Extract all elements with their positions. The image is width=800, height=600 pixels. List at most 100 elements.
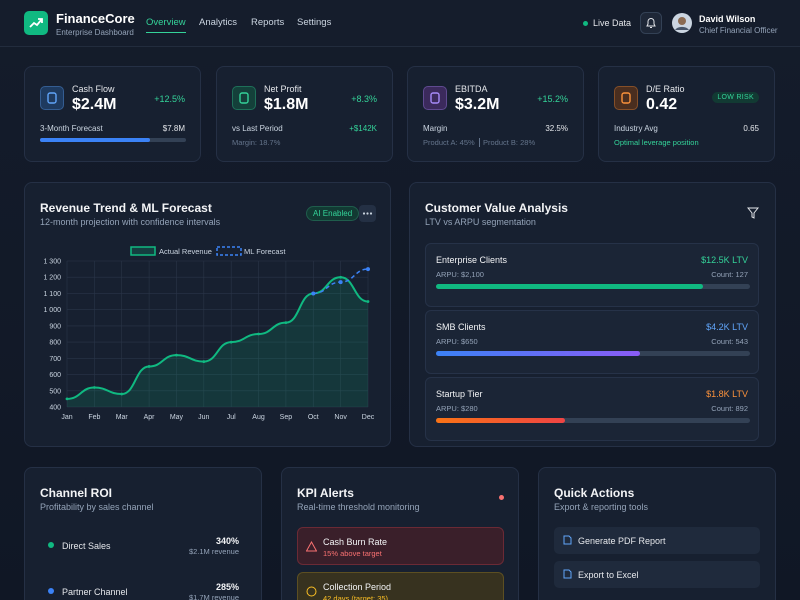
segment-name: Startup Tier <box>436 389 483 399</box>
channel-card: Channel ROI Profitability by sales chann… <box>24 467 262 600</box>
y-tick-label: 1 300 <box>43 259 61 266</box>
point <box>338 280 343 285</box>
x-tick-label: Jun <box>198 414 209 421</box>
alert-icon <box>306 586 317 597</box>
customer-card: Customer Value Analysis LTV vs ARPU segm… <box>409 182 776 447</box>
channel-revenue: $2.1M revenue <box>188 547 239 556</box>
customer-title: Customer Value Analysis <box>425 201 568 215</box>
alert-dot <box>499 495 504 500</box>
kpi-card: D/E Ratio 0.42 LOW RISK Industry Avg 0.65 Opt… <box>598 66 775 162</box>
alerts-subtitle: Real-time threshold monitoring <box>297 502 420 512</box>
nav-item[interactable]: Analytics <box>199 17 238 28</box>
live-dot <box>583 21 588 26</box>
kpi-label: Cash Flow <box>72 84 115 94</box>
point <box>257 332 260 336</box>
channel-subtitle: Profitability by sales channel <box>40 502 154 512</box>
filter-button[interactable] <box>747 207 759 219</box>
alert-icon <box>306 541 317 552</box>
action-button[interactable]: Generate PDF Report <box>554 527 760 554</box>
point <box>65 397 69 401</box>
ai-badge: AI Enabled <box>306 206 360 221</box>
x-tick-label: Jan <box>61 414 72 421</box>
segment-ltv: $4.2K LTV <box>706 322 748 332</box>
point <box>120 392 124 396</box>
segment-count: Count: 543 <box>711 337 748 346</box>
alert-detail: 15% above target <box>323 549 382 558</box>
point <box>175 353 178 357</box>
point <box>339 275 343 279</box>
segment-name: Enterprise Clients <box>436 255 508 265</box>
user-role: Chief Financial Officer <box>699 26 778 35</box>
channel-roi: 340% <box>215 536 239 546</box>
channel-title: Channel ROI <box>40 486 113 500</box>
kpi-card: Cash Flow $2.4M +12.5% 3-Month Forecast $7.8… <box>24 66 201 162</box>
channel-revenue: $1.7M revenue <box>188 593 239 600</box>
live-status: Live Data <box>593 18 632 28</box>
actions-title: Quick Actions <box>554 486 635 500</box>
alert: Collection Period 42 days (target: 35) <box>297 572 504 600</box>
segment-fill <box>436 284 703 289</box>
segment-bar <box>436 351 750 356</box>
x-tick-label: Oct <box>308 414 319 421</box>
point <box>284 321 288 325</box>
nav-item[interactable]: Reports <box>251 17 285 28</box>
alerts-title: KPI Alerts <box>297 486 354 500</box>
x-tick-label: Sep <box>280 414 293 421</box>
kpi-label: D/E Ratio <box>646 84 685 94</box>
avatar[interactable] <box>672 13 692 33</box>
y-tick-label: 400 <box>49 405 61 412</box>
kpi-icon <box>40 86 64 110</box>
action-label[interactable]: Export to Excel <box>578 570 639 580</box>
kpi-label: Net Profit <box>264 84 302 94</box>
kpi-change: +12.5% <box>154 94 185 104</box>
action-icon <box>563 569 572 579</box>
segment-arpu: ARPU: $650 <box>436 337 478 346</box>
segment-ltv: $12.5K LTV <box>701 255 748 265</box>
x-tick-label: Apr <box>144 414 156 421</box>
point <box>92 386 96 389</box>
segment-name: SMB Clients <box>436 322 486 332</box>
brand: FinanceCore <box>56 11 135 26</box>
y-tick-label: 1 100 <box>43 291 61 298</box>
action-button[interactable]: Export to Excel <box>554 561 760 588</box>
point <box>202 360 206 363</box>
kpi-detail-value: $7.8M <box>162 124 185 133</box>
segment-fill <box>436 418 565 423</box>
kpi-detail-value: +$142K <box>349 124 377 133</box>
x-tick-label: Aug <box>252 414 265 421</box>
kpi-glyph <box>47 92 57 104</box>
segment: SMB Clients $4.2K LTV ARPU: $650 Count: 543 <box>425 310 759 374</box>
channel-name: Partner Channel <box>62 587 128 597</box>
point <box>311 291 316 296</box>
nav-item[interactable]: Settings <box>297 17 332 28</box>
segment-bar <box>436 284 750 289</box>
chart-title: Revenue Trend & ML Forecast <box>40 201 212 215</box>
kpi-card: EBITDA $3.2M +15.2% Margin 32.5% Product A: 4… <box>407 66 584 162</box>
action-label[interactable]: Generate PDF Report <box>578 536 666 546</box>
kpi-detail-label: 3-Month Forecast <box>40 124 103 133</box>
action-icon <box>563 535 572 545</box>
segment: Startup Tier $1.8K LTV ARPU: $280 Count: 89… <box>425 377 759 441</box>
nav-item[interactable]: Overview <box>146 17 186 33</box>
segment-fill <box>436 351 641 356</box>
actions-subtitle: Export & reporting tools <box>554 502 649 512</box>
kpi-icon <box>614 86 638 110</box>
segment-ltv: $1.8K LTV <box>706 389 748 399</box>
more-button[interactable] <box>359 205 376 222</box>
legend-label: ML Forecast <box>244 247 286 256</box>
x-tick-label: Mar <box>116 414 129 421</box>
x-tick-label: Dec <box>362 414 375 421</box>
note-divider <box>479 138 480 147</box>
progress-bar <box>40 138 186 142</box>
kpi-glyph <box>239 92 249 104</box>
kpi-note: Product B: 28% <box>483 138 536 147</box>
segment-arpu: ARPU: $2,100 <box>436 270 484 279</box>
segment-count: Count: 127 <box>711 270 748 279</box>
channel-dot <box>48 542 54 548</box>
kpi-detail-label: vs Last Period <box>232 124 283 133</box>
revenue-card: Revenue Trend & ML Forecast 12-month pro… <box>24 182 391 447</box>
channel-roi: 285% <box>215 582 239 592</box>
notifications[interactable] <box>640 12 662 34</box>
kpi-value: $2.4M <box>72 96 117 113</box>
